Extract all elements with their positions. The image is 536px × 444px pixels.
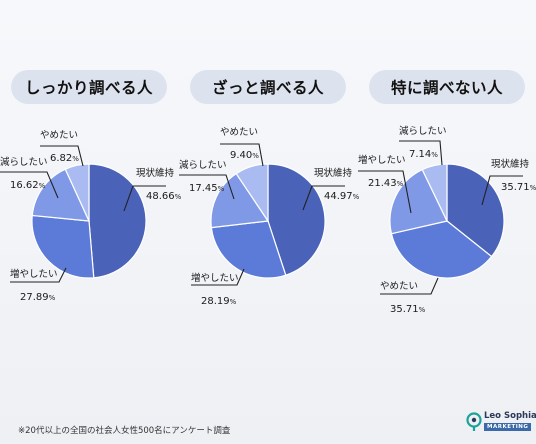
slice-label: 減らしたい xyxy=(399,125,447,137)
leader-line xyxy=(302,185,345,211)
pie-slice xyxy=(210,172,270,229)
leader-line xyxy=(191,268,245,286)
slice-value: 48.66% xyxy=(146,191,182,202)
brand-logo: Leo Sophia MARKETING xyxy=(466,410,536,436)
pie-svg: 現状維持 44.97% 増やしたい 28.19% 減らしたい 17.45% やめたい 9.40… xyxy=(179,127,360,307)
slice-label: 増やしたい xyxy=(10,268,58,280)
slice-value: 21.43% xyxy=(368,178,404,189)
slice-label: 減らしたい xyxy=(179,159,227,171)
slice-label: やめたい xyxy=(40,130,78,141)
slice-label: 減らしたい xyxy=(0,156,48,168)
slice-label: 現状維持 xyxy=(491,158,530,170)
pie-slice xyxy=(88,163,147,279)
leader-line xyxy=(481,175,523,206)
chart-title-pill: しっかり調べる人 xyxy=(11,70,167,104)
brand-sub: MARKETING xyxy=(484,423,532,431)
slice-value: 27.89% xyxy=(20,292,56,303)
chart-title-pill: 特に調べない人 xyxy=(369,70,525,104)
leader-line xyxy=(179,174,235,200)
chart-title: 特に調べない人 xyxy=(390,79,503,97)
brand-name: Leo Sophia xyxy=(484,411,536,421)
slice-value: 44.97% xyxy=(324,191,360,202)
pie-slice xyxy=(446,163,505,258)
chart-title: ざっと調べる人 xyxy=(211,79,324,97)
slice-value: 17.45% xyxy=(189,183,225,194)
leader-line xyxy=(0,171,59,199)
pie-slice xyxy=(389,168,448,235)
lion-icon xyxy=(466,412,482,431)
pie-svg: 現状維持 35.71% やめたい 35.71% 増やしたい 21.43% 減らしたい 7.14… xyxy=(358,125,536,315)
slice-label: 現状維持 xyxy=(136,167,175,179)
leader-line xyxy=(40,145,84,167)
leader-line xyxy=(358,170,412,214)
chart-title: しっかり調べる人 xyxy=(24,79,153,97)
pie-slice xyxy=(31,168,90,222)
pie-chart-quick: ざっと調べる人 現状維持 44.97% 増やしたい 28.19% 減らしたい 17.45%… xyxy=(179,0,360,330)
pie-slice xyxy=(64,163,90,222)
pie-chart-none: 特に調べない人 現状維持 35.71% やめたい 35.71% 増やしたい 21.43% 減… xyxy=(358,0,536,330)
slice-value: 16.62% xyxy=(10,180,46,191)
pie-slice xyxy=(210,220,287,279)
slice-value: 6.82% xyxy=(50,153,79,164)
leader-line xyxy=(380,277,439,295)
slice-value: 28.19% xyxy=(201,296,237,307)
survey-footnote: ※20代以上の全国の社会人女性500名にアンケート調査 xyxy=(18,426,231,436)
leader-line xyxy=(399,140,443,166)
pie-slice xyxy=(267,163,326,276)
pie-chart-thorough: しっかり調べる人 現状維持 48.66% 増やしたい 27.89% 減らしたい 16.62… xyxy=(0,0,182,330)
slice-label: 増やしたい xyxy=(191,272,239,284)
pie-slice xyxy=(235,163,269,223)
slice-label: 現状維持 xyxy=(314,167,353,179)
slice-label: 増やしたい xyxy=(358,154,406,166)
slice-value: 7.14% xyxy=(409,149,438,160)
pie-slice xyxy=(390,220,493,279)
pie-slice xyxy=(31,214,95,279)
slice-value: 35.71% xyxy=(390,304,426,315)
leader-line xyxy=(10,267,67,283)
slice-label: やめたい xyxy=(380,281,418,292)
slice-label: やめたい xyxy=(220,127,258,138)
slice-value: 35.71% xyxy=(501,182,536,193)
slice-value: 9.40% xyxy=(230,150,259,161)
chart-title-pill: ざっと調べる人 xyxy=(190,70,346,104)
pie-svg: 現状維持 48.66% 増やしたい 27.89% 減らしたい 16.62% やめたい 6.82… xyxy=(0,130,182,303)
leader-line xyxy=(220,143,264,167)
leader-line xyxy=(123,185,166,212)
pie-slice xyxy=(421,163,448,222)
